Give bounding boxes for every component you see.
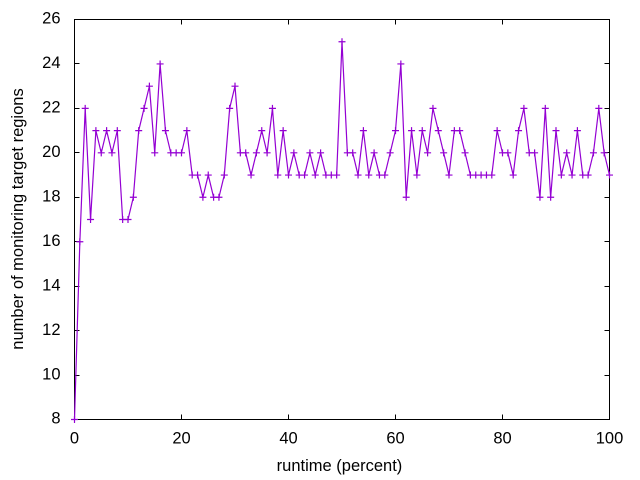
svg-text:0: 0 [70,429,79,447]
svg-text:number of monitoring target re: number of monitoring target regions [9,88,27,349]
svg-text:8: 8 [51,410,60,428]
svg-text:26: 26 [42,10,60,28]
svg-text:20: 20 [172,429,190,447]
svg-text:20: 20 [42,143,60,161]
svg-text:40: 40 [279,429,297,447]
svg-text:60: 60 [386,429,404,447]
svg-text:runtime (percent): runtime (percent) [277,457,403,475]
svg-text:22: 22 [42,99,60,117]
svg-text:100: 100 [596,429,624,447]
svg-text:12: 12 [42,321,60,339]
svg-text:18: 18 [42,187,60,205]
svg-text:24: 24 [42,54,60,72]
svg-text:80: 80 [493,429,511,447]
svg-text:10: 10 [42,365,60,383]
svg-text:14: 14 [42,276,60,294]
svg-text:16: 16 [42,232,60,250]
